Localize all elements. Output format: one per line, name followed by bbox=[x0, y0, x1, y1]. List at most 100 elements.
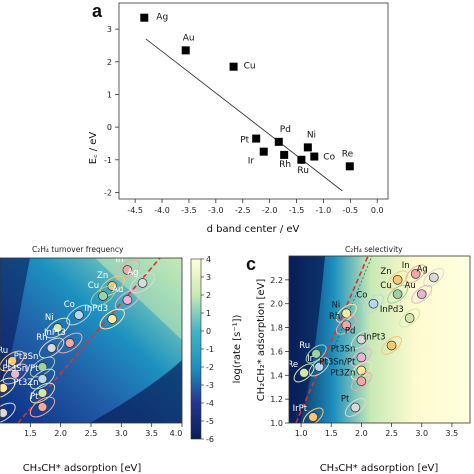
x-tick-label: 0.0 bbox=[371, 206, 384, 215]
material-label: InPt3 bbox=[44, 328, 66, 338]
point-label: Co bbox=[323, 153, 335, 163]
point-ag bbox=[140, 13, 149, 22]
x-tick-label: 3.0 bbox=[115, 429, 128, 438]
x-tick-label: -4.5 bbox=[127, 206, 143, 215]
colorbar-tick-label: -6 bbox=[206, 435, 214, 444]
colorbar-ticks: 4 3 2 1 0 -1 -2 -3 -4 -5 -6 bbox=[201, 255, 214, 444]
point-au bbox=[181, 46, 190, 55]
uncertainty-ellipse bbox=[90, 285, 116, 307]
x-tick-label: 3.0 bbox=[415, 429, 428, 438]
x-tick-label: 1.5 bbox=[325, 429, 338, 438]
point-ir bbox=[259, 147, 268, 156]
material-label: Pt3Zn bbox=[330, 368, 355, 378]
uncertainty-ellipse bbox=[411, 284, 433, 304]
panel-a-ticks: -4.5 -4.0 -3.5 -3.0 -2.5 -2.0 -1.5 -1.0 -0.5 0.0 -… bbox=[104, 25, 384, 215]
material-label: In bbox=[115, 255, 123, 265]
y-tick-label: 1.8 bbox=[270, 324, 283, 333]
y-tick-label: 1.2 bbox=[270, 395, 283, 404]
uncertainty-ellipse bbox=[293, 363, 315, 383]
point-rh bbox=[280, 150, 289, 159]
uncertainty-ellipse bbox=[405, 264, 427, 284]
fit-line bbox=[145, 38, 343, 192]
material-label: Pt3Zn bbox=[13, 378, 38, 388]
material-label: Co bbox=[64, 300, 75, 310]
material-label: InPd3 bbox=[84, 304, 108, 314]
material-label: Rh bbox=[36, 333, 47, 343]
point-label: Pt bbox=[240, 136, 249, 146]
panel-c-boundary-line bbox=[295, 256, 369, 423]
material-ag bbox=[137, 278, 148, 288]
material-label: Ir bbox=[307, 354, 314, 364]
material-label: Ru bbox=[0, 346, 8, 356]
panel-a-xlabel: d band center / eV bbox=[207, 224, 300, 235]
y-tick-label: 1.6 bbox=[270, 347, 283, 356]
material-label: Zn bbox=[97, 271, 108, 281]
panel-a-frame bbox=[118, 2, 389, 200]
uncertainty-ellipse bbox=[99, 308, 125, 330]
y-tick-label: 1.0 bbox=[270, 419, 283, 428]
panel-c-title: C₂H₄ selectivity bbox=[345, 245, 403, 254]
panel-c-ticks: 1.0 1.5 2.0 2.5 3.0 3.5 1.0 1.2 1.4 1.6 1.8 2.0 2.2 bbox=[270, 276, 458, 438]
material-ir bbox=[314, 362, 325, 372]
material-zn bbox=[392, 275, 403, 285]
uncertainty-ellipse bbox=[350, 330, 372, 349]
uncertainty-ellipse bbox=[44, 317, 71, 339]
colorbar-label: log(rate [s⁻¹]) bbox=[232, 314, 243, 383]
point-label: Pd bbox=[280, 125, 291, 135]
material-label: Au bbox=[112, 285, 123, 295]
panel-b-dark-region-bottom bbox=[90, 360, 182, 423]
point-label: Ru bbox=[297, 166, 309, 176]
uncertainty-ellipse bbox=[38, 337, 65, 359]
material-label: Pt3Sn bbox=[14, 352, 39, 362]
colorbar-tick-label: 1 bbox=[206, 309, 211, 318]
material-pt3sn bbox=[37, 362, 48, 372]
material-re bbox=[299, 368, 309, 378]
panel-c-points: In Ag Zn Cu Au Co Ni InPd3 Rh Pd InPt3 Ru Pt3Sn Ir Pt3… bbox=[289, 261, 445, 423]
material-label: Ni bbox=[45, 313, 54, 323]
material-label: Au bbox=[405, 281, 416, 291]
uncertainty-ellipse bbox=[344, 398, 366, 417]
x-tick-label: 1.5 bbox=[24, 429, 37, 438]
point-label: Ni bbox=[307, 130, 316, 140]
material-ru bbox=[7, 356, 17, 366]
uncertainty-ellipse bbox=[29, 396, 56, 418]
uncertainty-ellipse bbox=[387, 284, 409, 304]
uncertainty-ellipse bbox=[350, 361, 372, 380]
material-label: Pd bbox=[345, 327, 356, 337]
uncertainty-ellipse bbox=[335, 303, 357, 323]
y-tick-label: 1 bbox=[107, 90, 112, 99]
x-tick-label: -3.0 bbox=[208, 206, 224, 215]
colorbar-tick-label: 3 bbox=[206, 273, 211, 282]
panel-c-letter: c bbox=[246, 254, 256, 274]
material-label: IrPt bbox=[293, 404, 308, 414]
material-label: Ag bbox=[417, 264, 428, 274]
y-tick-label: 3 bbox=[107, 25, 112, 34]
material-inpd3 bbox=[107, 314, 118, 324]
material-label: Rh bbox=[329, 312, 340, 322]
point-label: Au bbox=[183, 33, 195, 43]
material-in bbox=[122, 265, 133, 275]
material-ir bbox=[10, 369, 21, 379]
y-tick-label: 1.4 bbox=[270, 371, 283, 380]
x-tick-label: -1.5 bbox=[289, 206, 305, 215]
material-in bbox=[410, 269, 421, 279]
x-tick-label: -2.5 bbox=[235, 206, 251, 215]
material-label: Ni bbox=[332, 300, 341, 310]
material-label: InPt3 bbox=[364, 332, 386, 342]
x-tick-label: 3.5 bbox=[446, 429, 459, 438]
x-tick-label: 1.0 bbox=[295, 429, 308, 438]
panel-c-xlabel: CH₃CH* adsorption [eV] bbox=[320, 463, 439, 474]
uncertainty-ellipse bbox=[305, 344, 327, 364]
material-label: Zn bbox=[380, 267, 391, 277]
material-pt3zn bbox=[37, 388, 48, 398]
point-label: Cu bbox=[244, 62, 256, 72]
material-label: Pt bbox=[341, 394, 350, 404]
uncertainty-ellipse bbox=[302, 407, 324, 423]
material-label: Pt3Sn/Pt bbox=[319, 358, 356, 368]
panel-c-dark-region bbox=[289, 256, 325, 423]
x-tick-label: 2.0 bbox=[355, 429, 368, 438]
material-rh bbox=[341, 320, 352, 331]
